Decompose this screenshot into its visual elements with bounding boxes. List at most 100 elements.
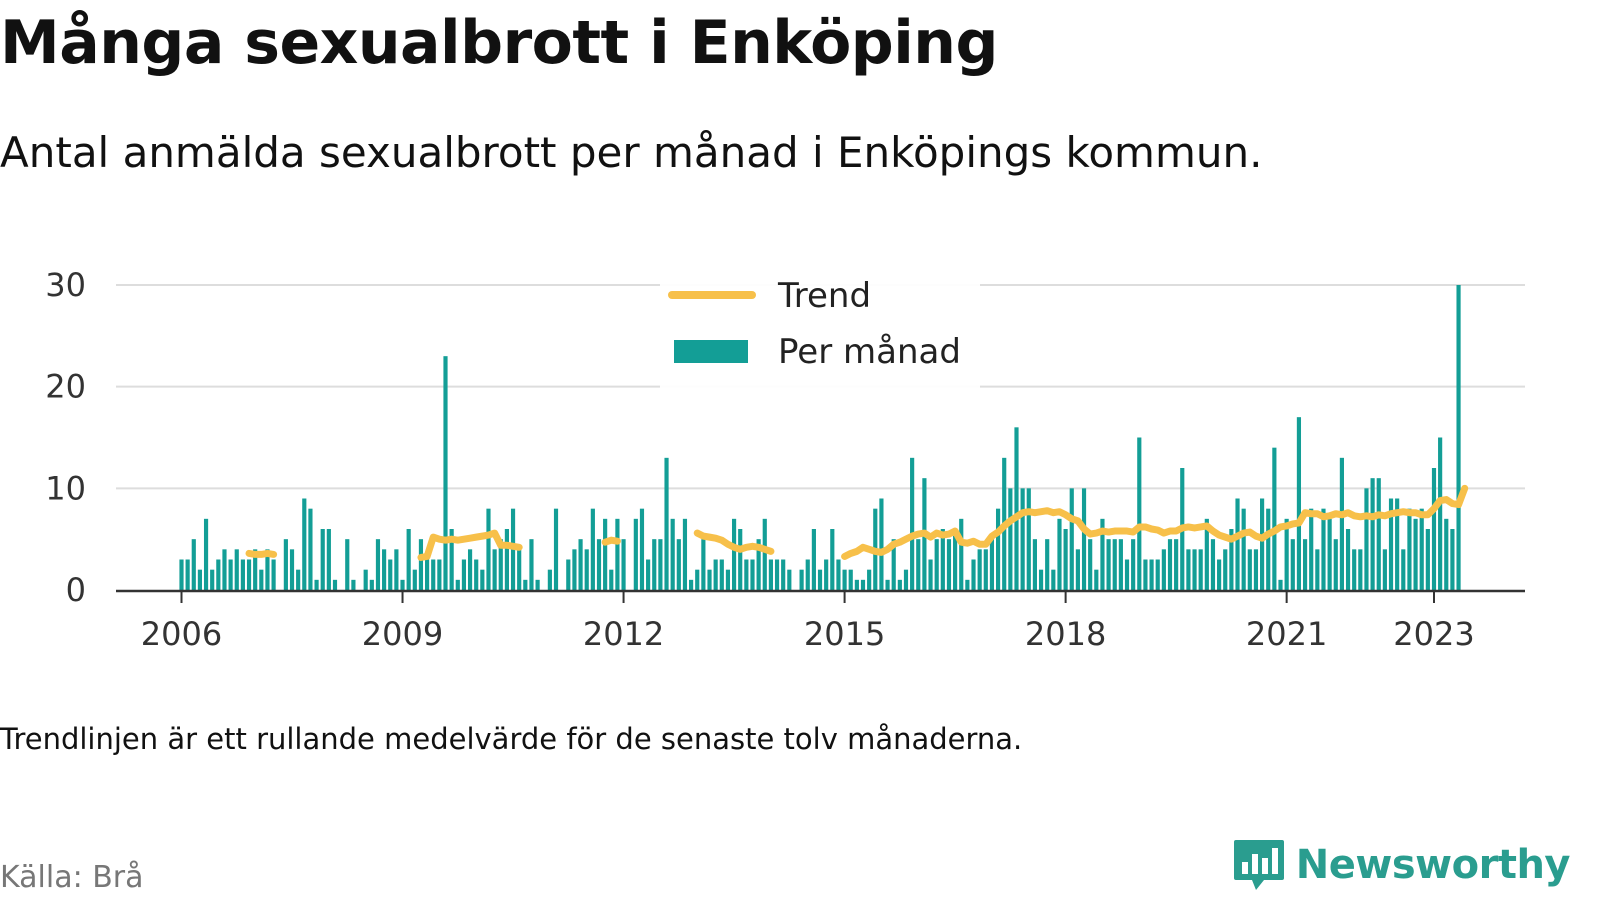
bar	[1174, 539, 1179, 590]
bar	[1161, 549, 1166, 590]
bar	[431, 559, 436, 590]
bar	[811, 529, 816, 590]
bar	[240, 559, 245, 590]
bar	[296, 569, 301, 590]
bar	[1131, 539, 1136, 590]
bar	[191, 539, 196, 590]
bar	[1407, 508, 1412, 590]
bar	[1247, 549, 1252, 590]
bar	[222, 549, 227, 590]
bar	[934, 539, 939, 590]
trend-series	[245, 484, 1469, 561]
bar	[289, 549, 295, 590]
bar	[443, 356, 448, 590]
bar	[1444, 518, 1449, 590]
bar	[1069, 488, 1074, 590]
brand-logo[interactable]: Newsworthy	[1232, 838, 1571, 892]
bar	[762, 518, 767, 590]
bar	[940, 529, 945, 590]
bar	[633, 518, 638, 590]
bar	[1345, 529, 1351, 590]
bar	[1204, 518, 1209, 590]
bar	[603, 518, 608, 590]
bar	[787, 569, 792, 590]
bar	[547, 569, 552, 590]
bar	[1321, 508, 1326, 590]
bar	[1081, 488, 1087, 590]
x-tick-label: 2012	[583, 615, 664, 653]
bar	[701, 539, 706, 590]
bar	[891, 539, 896, 590]
bar	[388, 559, 393, 590]
y-tick-label: 30	[45, 266, 86, 304]
bar	[1456, 285, 1461, 590]
bar	[1210, 539, 1216, 590]
bar	[1026, 488, 1031, 590]
bar	[332, 579, 338, 590]
bar	[449, 529, 454, 590]
trend-line	[693, 529, 775, 555]
bar	[1186, 549, 1191, 590]
bar	[989, 539, 995, 590]
bar	[197, 569, 202, 590]
bar	[523, 579, 528, 590]
bar	[1038, 569, 1044, 590]
bar	[1290, 539, 1295, 590]
bar	[179, 559, 184, 590]
bar	[1063, 529, 1068, 590]
y-tick-label: 20	[45, 368, 86, 406]
source-credit: Källa: Brå	[0, 860, 144, 895]
bar	[590, 508, 595, 590]
bar	[670, 518, 675, 590]
trend-line	[601, 536, 621, 546]
bar	[756, 539, 761, 590]
bar	[283, 539, 288, 590]
x-tick-label: 2021	[1246, 615, 1327, 653]
bar	[234, 549, 239, 590]
bar	[418, 539, 424, 590]
bar	[1235, 498, 1240, 590]
brand-name: Newsworthy	[1295, 842, 1571, 888]
legend-bar-label: Per månad	[778, 332, 961, 372]
bar	[1425, 529, 1430, 590]
footnote: Trendlinjen är ett rullande medelvärde f…	[0, 722, 1023, 756]
bar	[946, 539, 952, 590]
bar	[369, 579, 374, 590]
bar	[615, 518, 620, 590]
bar	[253, 549, 258, 590]
bar	[1260, 498, 1265, 590]
bar	[185, 559, 190, 590]
bar	[817, 569, 823, 590]
bar	[308, 508, 313, 590]
bar	[781, 559, 786, 590]
bar	[382, 549, 387, 590]
bar	[351, 579, 356, 590]
bar	[916, 539, 921, 590]
bar	[1155, 559, 1160, 590]
bar	[271, 559, 276, 590]
bar	[805, 559, 810, 590]
bar	[1419, 508, 1424, 590]
bar	[345, 539, 350, 590]
bar	[695, 569, 700, 590]
bar	[676, 539, 681, 590]
bar	[259, 569, 264, 590]
bar	[1106, 539, 1111, 590]
bar	[1167, 539, 1173, 590]
bar	[646, 559, 651, 590]
bar	[535, 579, 540, 590]
chart: 0 10 20 30 2006 2009 2012 2015 2018 2021 2023 Tre…	[45, 266, 1525, 653]
x-tick-label: 2015	[804, 615, 885, 653]
bar	[1008, 488, 1013, 590]
bar	[203, 518, 209, 590]
x-tick-label: 2006	[141, 615, 222, 653]
bar	[1339, 457, 1344, 590]
bar	[854, 579, 859, 590]
bar	[553, 508, 559, 590]
bar	[1327, 518, 1332, 590]
bar	[1137, 437, 1142, 590]
bar	[664, 457, 669, 590]
bar	[995, 508, 1001, 590]
trend-line	[417, 529, 523, 561]
bar	[768, 559, 773, 590]
